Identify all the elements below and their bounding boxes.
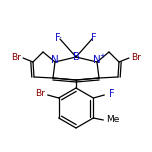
Text: +: + — [99, 53, 105, 59]
Text: Br: Br — [131, 52, 141, 62]
Text: B: B — [73, 52, 81, 62]
Text: Br: Br — [35, 90, 45, 98]
Text: F: F — [109, 89, 114, 99]
Text: .: . — [59, 30, 63, 40]
Text: F: F — [55, 33, 61, 43]
Text: Br: Br — [11, 52, 21, 62]
Text: N: N — [93, 55, 101, 65]
Text: F: F — [91, 33, 97, 43]
Text: N: N — [51, 55, 59, 65]
Text: Me: Me — [106, 116, 119, 124]
Text: ⁻: ⁻ — [71, 50, 75, 59]
